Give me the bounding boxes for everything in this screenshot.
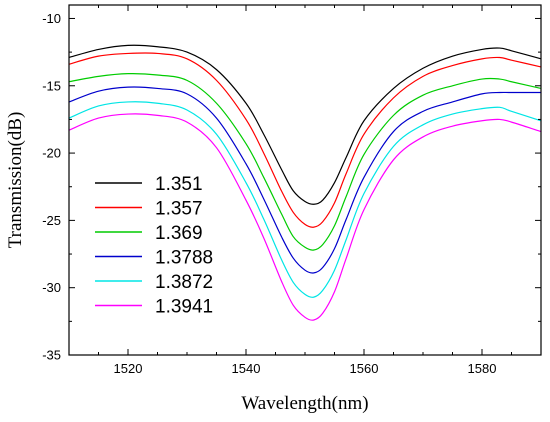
series-line-1 [68, 44, 542, 205]
series-line-5 [68, 101, 542, 298]
x-tick-label: 1520 [114, 361, 143, 376]
x-tick-label: 1560 [350, 361, 379, 376]
y-tick-label: -25 [42, 213, 61, 228]
y-tick-label: -10 [42, 11, 61, 26]
y-tick-label: -15 [42, 78, 61, 93]
y-axis-title: Transmission(dB) [5, 112, 26, 249]
x-tick-label: 1540 [232, 361, 261, 376]
legend-label-1: 1.351 [155, 174, 203, 195]
y-tick-label: -35 [42, 348, 61, 363]
legend-label-5: 1.3872 [155, 272, 213, 293]
legend-label-2: 1.357 [155, 199, 203, 220]
legend-label-4: 1.3788 [155, 248, 213, 269]
legend-label-6: 1.3941 [155, 297, 213, 318]
legend: 1.351 1.357 1.369 1.3788 1.3872 1.3941 [95, 174, 213, 318]
y-tick-label: -30 [42, 280, 61, 295]
legend-label-3: 1.369 [155, 223, 203, 244]
series-line-4 [68, 86, 541, 274]
series-line-3 [68, 72, 542, 251]
x-tick-label: 1580 [468, 361, 497, 376]
x-axis-title: Wavelength(nm) [241, 393, 368, 414]
series-line-6 [68, 113, 542, 321]
y-tick-label: -20 [42, 146, 61, 161]
plot-area: 1520 1540 1560 1580 -35 -30 -25 -20 -15 -10 [42, 4, 542, 376]
plot-frame [68, 4, 542, 356]
series-line-2 [68, 52, 542, 228]
